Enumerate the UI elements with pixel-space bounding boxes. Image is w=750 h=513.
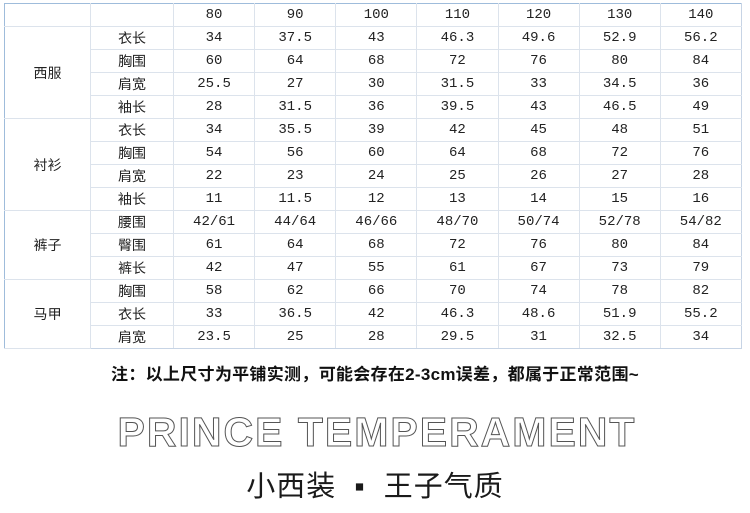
svg-text:PRINCE TEMPERAMENT: PRINCE TEMPERAMENT (118, 409, 637, 455)
